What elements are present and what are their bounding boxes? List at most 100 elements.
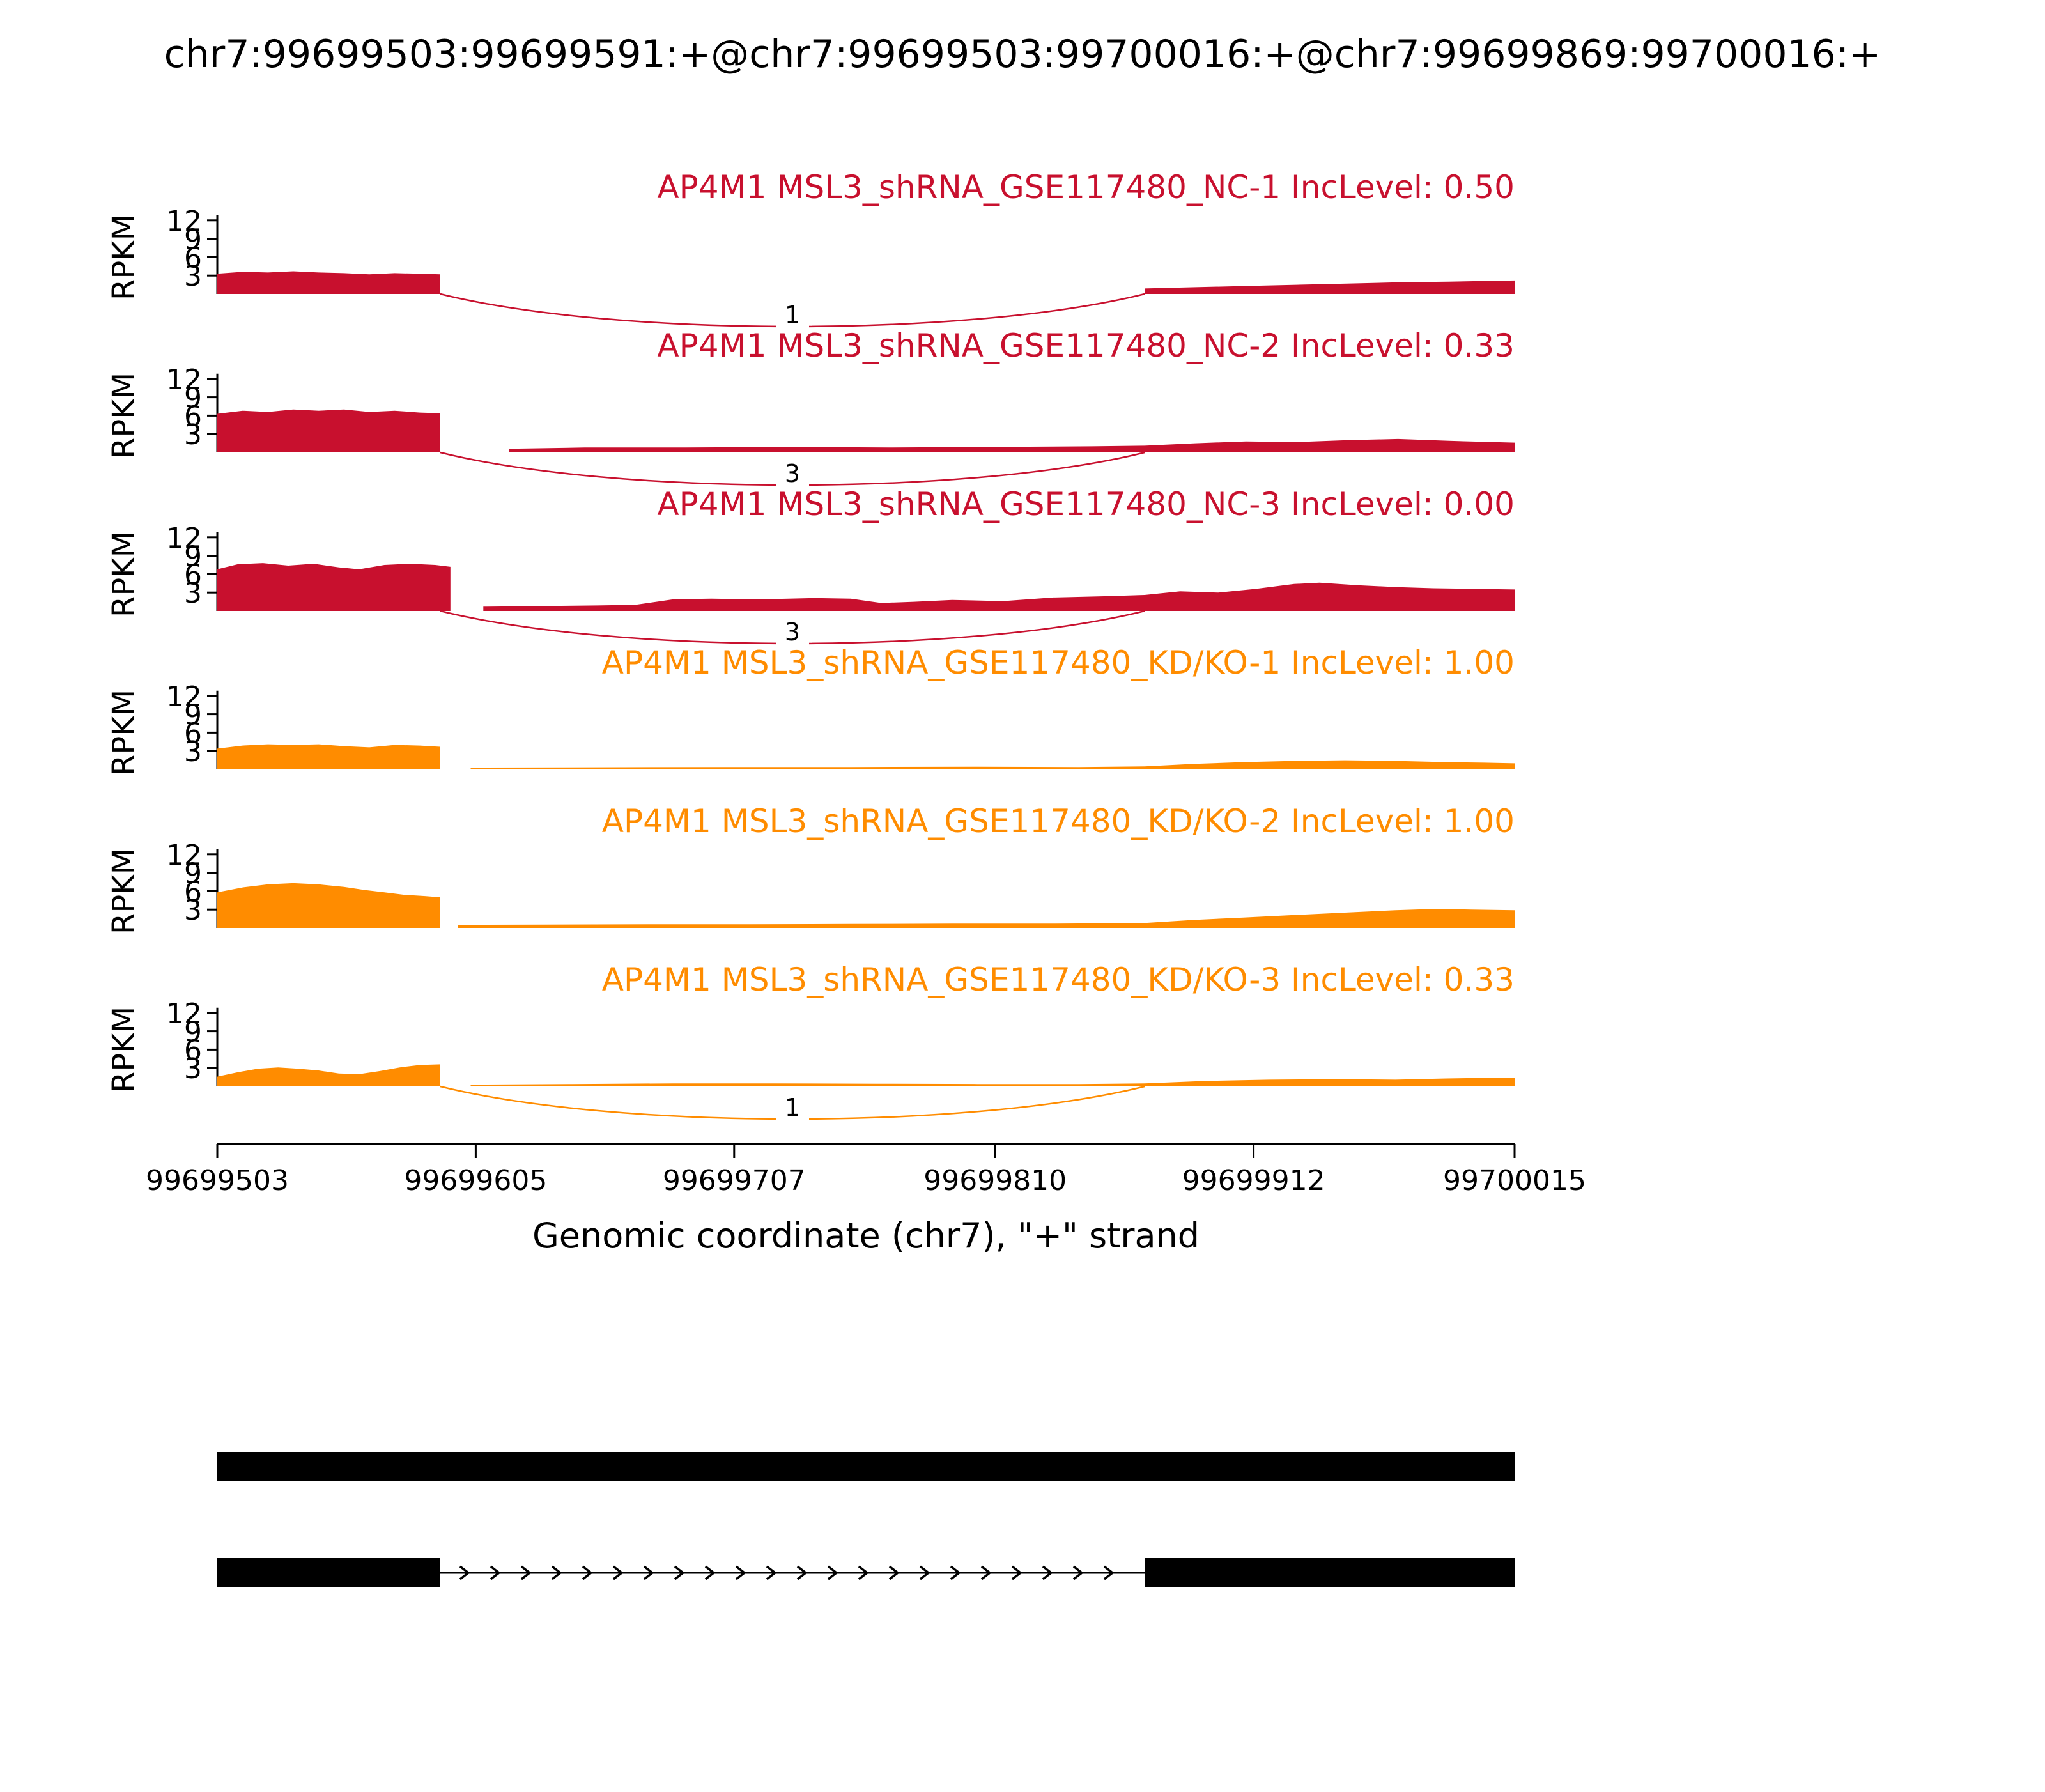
track: AP4M1 MSL3_shRNA_GSE117480_KD/KO-1 IncLe… xyxy=(106,644,1515,776)
track: AP4M1 MSL3_shRNA_GSE117480_NC-2 IncLevel… xyxy=(106,327,1515,488)
junction-count-label: 3 xyxy=(785,460,800,488)
y-axis-title: RPKM xyxy=(106,373,142,459)
junction-count-bg xyxy=(776,458,809,487)
track-title: AP4M1 MSL3_shRNA_GSE117480_NC-3 IncLevel… xyxy=(657,486,1515,523)
track: AP4M1 MSL3_shRNA_GSE117480_KD/KO-3 IncLe… xyxy=(106,961,1515,1122)
x-axis: 99699503 99699605 99699707 99699810 99699912… xyxy=(146,1143,1586,1256)
y-axis-title: RPKM xyxy=(106,214,142,300)
strand-arrow-icon xyxy=(582,1565,593,1580)
coverage-area xyxy=(509,438,1515,452)
coverage-area xyxy=(217,1064,440,1086)
strand-arrow-icon xyxy=(520,1565,532,1580)
x-axis-label: Genomic coordinate (chr7), "+" strand xyxy=(532,1216,1200,1256)
strand-arrow-icon xyxy=(1042,1565,1053,1580)
strand-arrow-icon xyxy=(1072,1565,1084,1580)
y-tick-label: 12 xyxy=(166,681,202,713)
y-axis-title: RPKM xyxy=(106,848,142,934)
track-title: AP4M1 MSL3_shRNA_GSE117480_KD/KO-1 IncLe… xyxy=(602,644,1515,681)
y-tick-label: 9 xyxy=(184,858,202,890)
track-title: AP4M1 MSL3_shRNA_GSE117480_NC-1 IncLevel… xyxy=(657,169,1515,206)
y-axis-title: RPKM xyxy=(106,531,142,617)
strand-arrow-icon xyxy=(766,1565,777,1580)
y-tick-label: 9 xyxy=(184,382,202,415)
gene-model xyxy=(217,1452,1515,1587)
track-title: AP4M1 MSL3_shRNA_GSE117480_NC-2 IncLevel… xyxy=(657,327,1515,364)
strand-arrow-icon xyxy=(980,1565,992,1580)
coverage-area xyxy=(470,1078,1515,1086)
y-tick-label: 6 xyxy=(184,242,202,274)
y-tick-label: 12 xyxy=(166,998,202,1030)
strand-arrow-icon xyxy=(796,1565,808,1580)
coverage-area xyxy=(217,883,440,928)
y-tick-label: 6 xyxy=(184,400,202,433)
y-tick-label: 6 xyxy=(184,1034,202,1067)
y-tick-label: 9 xyxy=(184,1016,202,1049)
strand-arrow-icon xyxy=(704,1565,716,1580)
y-tick-label: 12 xyxy=(166,522,202,555)
plot-title: chr7:99699503:99699591:+@chr7:99699503:9… xyxy=(164,32,1881,77)
x-tick-label: 99699912 xyxy=(1182,1164,1325,1197)
y-tick-label: 3 xyxy=(184,419,202,451)
strand-arrow-icon xyxy=(490,1565,501,1580)
strand-arrow-icon xyxy=(612,1565,624,1580)
isoform-exon xyxy=(217,1452,1515,1481)
y-tick-label: 3 xyxy=(184,577,202,610)
junction-count-label: 3 xyxy=(785,618,800,646)
junction-count-label: 1 xyxy=(785,1093,800,1122)
y-axis-title: RPKM xyxy=(106,690,142,776)
strand-arrow-icon xyxy=(950,1565,961,1580)
y-tick-label: 6 xyxy=(184,559,202,591)
coverage-area xyxy=(458,909,1515,928)
strand-arrow-icon xyxy=(735,1565,746,1580)
coverage-area xyxy=(1145,280,1515,294)
coverage-area xyxy=(217,409,440,452)
strand-arrow-icon xyxy=(1103,1565,1115,1580)
y-tick-label: 3 xyxy=(184,260,202,293)
strand-arrow-icon xyxy=(858,1565,869,1580)
coverage-area xyxy=(217,744,440,769)
isoform-exon xyxy=(1145,1558,1515,1587)
coverage-area xyxy=(217,271,440,294)
isoform-exon xyxy=(217,1558,440,1587)
isoform xyxy=(217,1558,1515,1587)
strand-arrow-icon xyxy=(551,1565,562,1580)
y-tick-label: 3 xyxy=(184,736,202,768)
x-tick-label: 99699503 xyxy=(146,1164,289,1197)
strand-arrow-icon xyxy=(888,1565,900,1580)
strand-arrow-icon xyxy=(643,1565,654,1580)
y-tick-label: 12 xyxy=(166,205,202,238)
track: AP4M1 MSL3_shRNA_GSE117480_KD/KO-2 IncLe… xyxy=(106,803,1515,934)
y-tick-label: 6 xyxy=(184,876,202,908)
junction-count-bg xyxy=(776,616,809,645)
y-tick-label: 9 xyxy=(184,541,202,573)
coverage-area xyxy=(470,760,1515,769)
strand-arrow-icon xyxy=(919,1565,930,1580)
track: AP4M1 MSL3_shRNA_GSE117480_NC-3 IncLevel… xyxy=(106,486,1515,646)
x-tick-label: 99700015 xyxy=(1443,1164,1586,1197)
junction-count-bg xyxy=(776,299,809,328)
y-tick-label: 3 xyxy=(184,894,202,927)
track-title: AP4M1 MSL3_shRNA_GSE117480_KD/KO-3 IncLe… xyxy=(602,961,1515,998)
track-title: AP4M1 MSL3_shRNA_GSE117480_KD/KO-2 IncLe… xyxy=(602,803,1515,840)
y-tick-label: 9 xyxy=(184,224,202,256)
coverage-area xyxy=(483,582,1515,611)
strand-arrow-icon xyxy=(459,1565,470,1580)
isoform xyxy=(217,1452,1515,1481)
y-tick-label: 3 xyxy=(184,1053,202,1085)
y-tick-label: 12 xyxy=(166,839,202,872)
track: AP4M1 MSL3_shRNA_GSE117480_NC-1 IncLevel… xyxy=(106,169,1515,329)
junction-count-bg xyxy=(776,1092,809,1121)
coverage-area xyxy=(217,563,451,611)
strand-arrow-icon xyxy=(1011,1565,1022,1580)
x-tick-label: 99699707 xyxy=(663,1164,806,1197)
junction-count-label: 1 xyxy=(785,301,800,329)
y-tick-label: 12 xyxy=(166,364,202,396)
y-axis-title: RPKM xyxy=(106,1007,142,1093)
strand-arrow-icon xyxy=(674,1565,685,1580)
x-tick-label: 99699810 xyxy=(923,1164,1067,1197)
x-tick-label: 99699605 xyxy=(404,1164,547,1197)
y-tick-label: 9 xyxy=(184,699,202,732)
strand-arrow-icon xyxy=(827,1565,838,1580)
